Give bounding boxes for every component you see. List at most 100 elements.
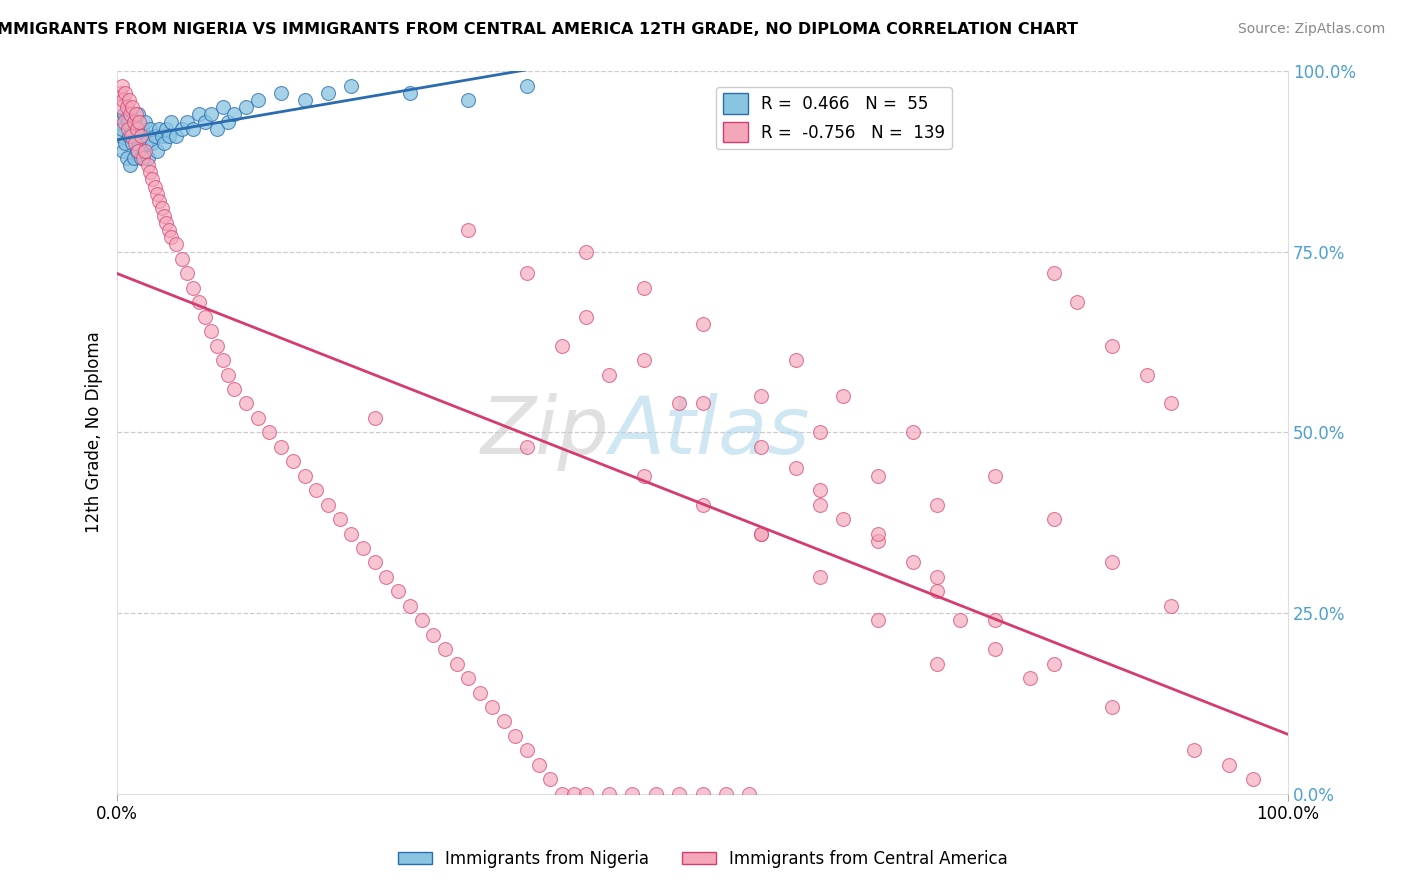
Point: [574, 787, 596, 801]
Point: [1101, 700, 1123, 714]
Point: [200, 107, 222, 121]
Point: [127, 144, 149, 158]
Point: [692, 498, 714, 512]
Text: Zip: Zip: [481, 393, 609, 471]
Point: [808, 483, 831, 498]
Point: [316, 86, 339, 100]
Point: [194, 114, 217, 128]
Point: [364, 556, 387, 570]
Point: [176, 114, 198, 128]
Point: [316, 498, 339, 512]
Point: [832, 389, 855, 403]
Point: [1136, 368, 1159, 382]
Point: [1019, 671, 1042, 685]
Point: [124, 114, 146, 128]
Point: [121, 136, 143, 151]
Point: [188, 295, 211, 310]
Point: [150, 202, 173, 216]
Point: [143, 179, 166, 194]
Point: [633, 281, 655, 295]
Point: [375, 570, 398, 584]
Point: [1101, 556, 1123, 570]
Point: [364, 411, 387, 425]
Point: [205, 339, 228, 353]
Point: [112, 114, 135, 128]
Point: [125, 129, 148, 144]
Point: [868, 526, 890, 541]
Point: [925, 498, 948, 512]
Point: [118, 129, 141, 144]
Point: [134, 144, 156, 158]
Point: [112, 93, 135, 107]
Point: [120, 107, 142, 121]
Point: [160, 230, 183, 244]
Point: [131, 121, 153, 136]
Point: [108, 86, 131, 100]
Point: [120, 158, 142, 172]
Point: [235, 100, 257, 114]
Point: [246, 411, 269, 425]
Legend: Immigrants from Nigeria, Immigrants from Central America: Immigrants from Nigeria, Immigrants from…: [392, 844, 1014, 875]
Point: [1043, 657, 1066, 671]
Point: [984, 613, 1007, 627]
Point: [165, 129, 187, 144]
Point: [125, 107, 148, 121]
Point: [153, 209, 176, 223]
Point: [538, 772, 561, 787]
Point: [194, 310, 217, 324]
Point: [132, 151, 155, 165]
Point: [217, 114, 239, 128]
Point: [457, 93, 479, 107]
Point: [141, 136, 163, 151]
Point: [246, 93, 269, 107]
Point: [925, 657, 948, 671]
Point: [114, 86, 136, 100]
Point: [598, 787, 620, 801]
Point: [117, 121, 139, 136]
Point: [492, 714, 515, 729]
Point: [516, 78, 538, 93]
Point: [562, 787, 585, 801]
Point: [120, 121, 142, 136]
Point: [903, 425, 925, 440]
Point: [224, 382, 246, 396]
Point: [155, 216, 177, 230]
Point: [132, 129, 155, 144]
Point: [136, 158, 159, 172]
Point: [574, 244, 596, 259]
Point: [170, 121, 193, 136]
Point: [868, 468, 890, 483]
Point: [446, 657, 468, 671]
Point: [551, 787, 574, 801]
Point: [270, 440, 292, 454]
Point: [422, 628, 444, 642]
Point: [434, 642, 457, 657]
Point: [157, 129, 180, 144]
Point: [146, 144, 169, 158]
Point: [329, 512, 352, 526]
Point: [1182, 743, 1205, 757]
Point: [1101, 339, 1123, 353]
Point: [621, 787, 644, 801]
Point: [984, 642, 1007, 657]
Point: [481, 700, 503, 714]
Point: [111, 121, 134, 136]
Point: [120, 129, 142, 144]
Point: [129, 151, 152, 165]
Point: [387, 584, 409, 599]
Point: [633, 468, 655, 483]
Point: [749, 440, 772, 454]
Point: [984, 468, 1007, 483]
Point: [808, 570, 831, 584]
Point: [139, 121, 162, 136]
Point: [148, 121, 170, 136]
Point: [340, 526, 363, 541]
Point: [1241, 772, 1264, 787]
Point: [949, 613, 972, 627]
Point: [112, 107, 135, 121]
Point: [181, 121, 204, 136]
Point: [146, 186, 169, 201]
Point: [165, 237, 187, 252]
Point: [574, 310, 596, 324]
Point: [644, 787, 666, 801]
